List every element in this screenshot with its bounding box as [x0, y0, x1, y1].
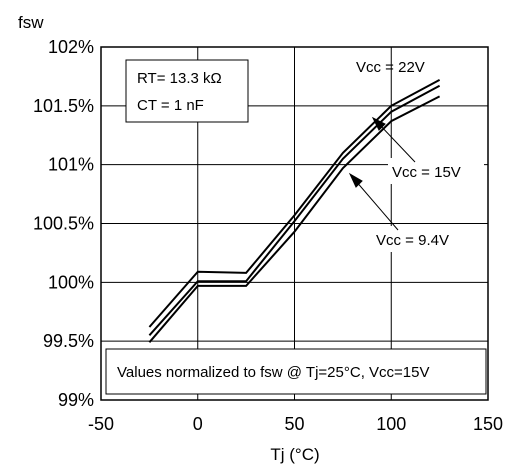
label-vcc-15v: Vcc = 15V [392, 164, 461, 181]
ct-label: CT = 1 nF [137, 97, 204, 114]
series-lines [148, 79, 441, 343]
label-vcc-94v: Vcc = 9.4V [376, 232, 449, 249]
label-vcc-15v-bg [388, 158, 484, 184]
params-box [125, 59, 249, 123]
annotation-arrows [348, 116, 416, 231]
plot-frame [100, 46, 489, 401]
arrow-vcc-15v [377, 122, 416, 163]
x-tick-label: -50 [88, 414, 114, 434]
x-tick-labels: -50 0 50 100 150 [88, 414, 503, 434]
y-tick-label: 100% [48, 272, 94, 292]
y-axis-label: fsw [18, 13, 44, 32]
x-tick-label: 100 [376, 414, 406, 434]
y-tick-labels: 99% 99.5% 100% 100.5% 101% 101.5% 102% [33, 37, 94, 410]
normalization-note-box [105, 348, 487, 395]
normalization-note: Values normalized to fsw @ Tj=25°C, Vcc=… [117, 364, 429, 381]
series-line-1 [148, 84, 441, 336]
x-tick-label: 150 [473, 414, 503, 434]
y-tick-label: 101% [48, 155, 94, 175]
arrowhead-vcc-94v [348, 172, 363, 188]
label-vcc-22v: Vcc = 22V [356, 59, 425, 76]
y-tick-label: 102% [48, 37, 94, 57]
x-tick-label: 0 [193, 414, 203, 434]
y-tick-label: 100.5% [33, 214, 94, 234]
series-line-2 [148, 95, 441, 343]
series-line-0 [148, 79, 441, 328]
y-tick-label: 99.5% [43, 331, 94, 351]
arrow-vcc-94v [354, 179, 399, 231]
x-axis-label: Tj (°C) [270, 445, 319, 464]
y-tick-label: 99% [58, 390, 94, 410]
y-tick-label: 101.5% [33, 96, 94, 116]
x-tick-label: 50 [284, 414, 304, 434]
arrowhead-vcc-15v [371, 116, 386, 131]
rt-label: RT= 13.3 kΩ [137, 70, 222, 87]
label-vcc-94v-bg [372, 226, 484, 252]
